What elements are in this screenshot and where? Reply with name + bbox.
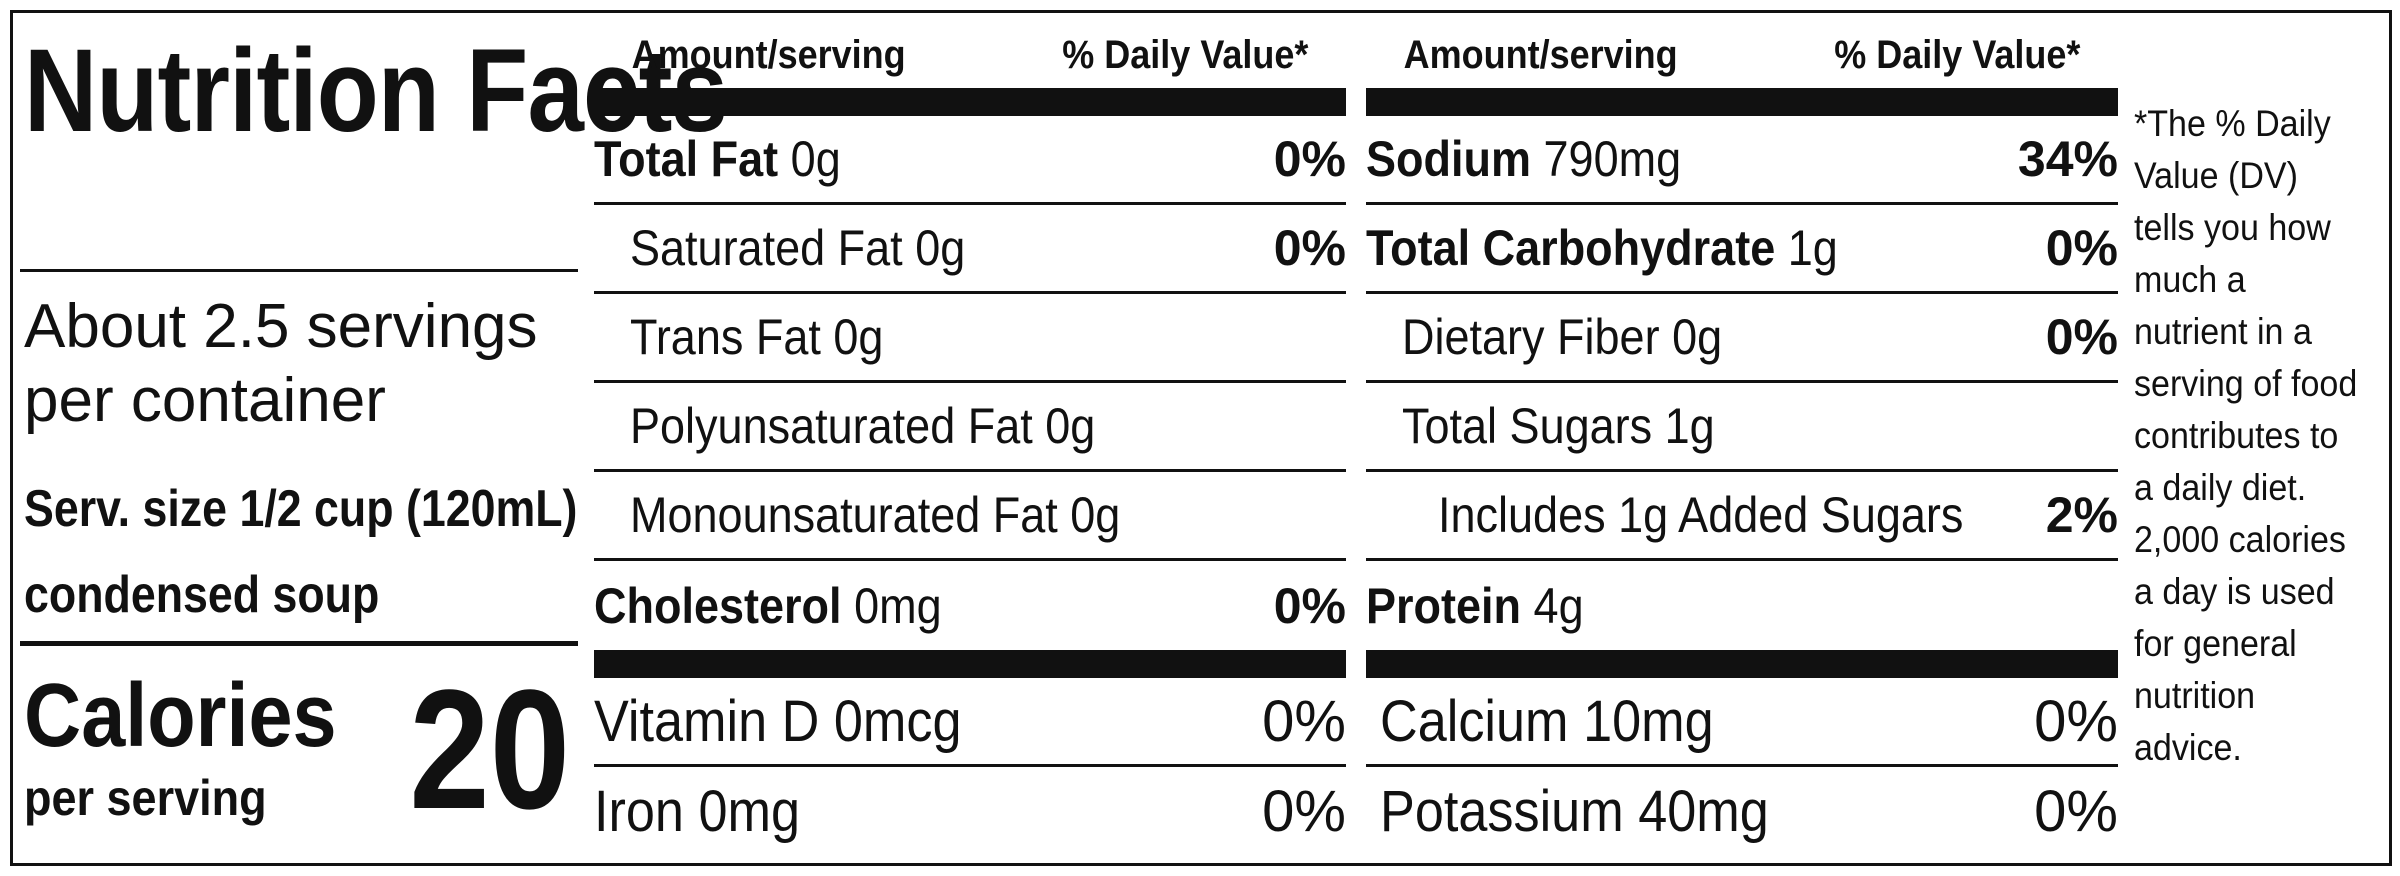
servings-line: per container <box>24 366 386 435</box>
nutrient-amount: 0g <box>1672 309 1723 365</box>
header-amount: Amount/serving <box>631 32 906 77</box>
nutrient-row: Includes 1g Added Sugars 2% <box>1366 472 2118 561</box>
nutrient-column: Amount/serving % Daily Value* Total Fat 0… <box>594 22 1346 856</box>
nutrient-column: Amount/serving % Daily Value* Sodium 790m… <box>1366 22 2118 856</box>
nutrient-amount: 0g <box>1045 398 1096 454</box>
servings-line: About 2.5 servings <box>24 292 538 361</box>
nutrient-amount: 1g <box>1787 220 1838 276</box>
nutrient-row: Sodium 790mg 34% <box>1366 116 2118 205</box>
vitamin-row: Iron 0mg 0% <box>594 767 1346 856</box>
thick-bar <box>1366 650 2118 678</box>
calories-label: Calories <box>24 666 337 766</box>
label-frame <box>10 10 2392 866</box>
nutrient-dv: 0% <box>2045 220 2118 276</box>
column-header: Amount/serving % Daily Value* <box>1404 22 2081 88</box>
nutrient-amount: 0mg <box>854 577 942 634</box>
nutrient-dv: 0% <box>1273 577 1346 634</box>
nutrient-name: Saturated Fat <box>630 220 903 276</box>
nutrient-dv: 0% <box>2045 309 2118 365</box>
nutrient-name: Sodium <box>1366 131 1531 187</box>
calories-sublabel: per serving <box>24 770 267 826</box>
header-dv: % Daily Value* <box>1834 32 2081 77</box>
servings: About 2.5 servings per container <box>24 290 538 438</box>
nutrient-amount: 4g <box>1533 577 1584 634</box>
nutrient-name: Includes 1g Added Sugars <box>1438 487 1964 543</box>
serving-size: Serv. size 1/2 cup (120mL) condensed sou… <box>24 466 577 638</box>
nutrient-amount: 0g <box>833 309 884 365</box>
nutrient-dv: 2% <box>2045 487 2118 543</box>
vitamin-dv: 0% <box>2034 688 2118 754</box>
nutrient-dv: 0% <box>1273 131 1346 187</box>
footnote: *The % Daily Value (DV) tells you how mu… <box>2134 103 2358 768</box>
nutrient-row: Monounsaturated Fat 0g <box>594 472 1346 561</box>
thick-bar <box>594 88 1346 116</box>
vitamin-row: Vitamin D 0mcg 0% <box>594 678 1346 767</box>
vitamin-name: Calcium <box>1380 688 1569 754</box>
nutrient-row: Total Sugars 1g <box>1366 383 2118 472</box>
nutrient-row: Trans Fat 0g <box>594 294 1346 383</box>
nutrient-name: Protein <box>1366 577 1522 634</box>
nutrient-amount: 1g <box>1664 398 1715 454</box>
vitamin-amount: 40mg <box>1638 779 1769 844</box>
nutrient-name: Cholesterol <box>594 577 842 634</box>
thick-bar <box>1366 88 2118 116</box>
vitamin-row: Potassium 40mg 0% <box>1366 767 2118 856</box>
vitamin-amount: 0mg <box>698 779 801 844</box>
nutrient-amount: 790mg <box>1543 131 1682 187</box>
serving-size-line: Serv. size 1/2 cup (120mL) <box>24 480 578 538</box>
nutrient-name: Total Fat <box>594 131 779 187</box>
vitamin-name: Iron <box>594 779 684 844</box>
nutrient-row: Polyunsaturated Fat 0g <box>594 383 1346 472</box>
nutrient-amount: 0g <box>1070 487 1121 543</box>
vitamin-dv: 0% <box>1262 688 1346 754</box>
nutrient-row: Saturated Fat 0g 0% <box>594 205 1346 294</box>
nutrient-amount: 0g <box>915 220 966 276</box>
divider <box>20 269 578 272</box>
nutrient-name: Total Sugars <box>1402 398 1653 454</box>
vitamin-amount: 10mg <box>1583 688 1714 754</box>
nutrient-name: Monounsaturated Fat <box>630 487 1058 543</box>
nutrient-dv: 0% <box>1273 220 1346 276</box>
nutrient-amount: 0g <box>790 131 841 187</box>
nutrient-name: Polyunsaturated Fat <box>630 398 1033 454</box>
serving-size-line: condensed soup <box>24 566 380 624</box>
thick-bar <box>594 650 1346 678</box>
vitamin-name: Potassium <box>1380 779 1624 844</box>
column-header: Amount/serving % Daily Value* <box>632 22 1309 88</box>
nutrient-name: Dietary Fiber <box>1402 309 1660 365</box>
calories-value: 20 <box>409 655 570 845</box>
nutrient-row: Total Carbohydrate 1g 0% <box>1366 205 2118 294</box>
nutrient-row: Cholesterol 0mg 0% <box>594 561 1346 650</box>
header-dv: % Daily Value* <box>1062 32 1309 77</box>
nutrient-name: Trans Fat <box>630 309 821 365</box>
divider <box>20 641 578 646</box>
vitamin-amount: 0mcg <box>833 688 962 754</box>
nutrient-name: Total Carbohydrate <box>1366 220 1776 276</box>
nutrient-row: Protein 4g <box>1366 561 2118 650</box>
vitamin-row: Calcium 10mg 0% <box>1366 678 2118 767</box>
vitamin-dv: 0% <box>1262 779 1346 844</box>
nutrient-dv: 34% <box>2017 131 2118 187</box>
vitamin-name: Vitamin D <box>594 688 820 754</box>
header-amount: Amount/serving <box>1403 32 1678 77</box>
nutrient-row: Dietary Fiber 0g 0% <box>1366 294 2118 383</box>
vitamin-dv: 0% <box>2034 779 2118 844</box>
nutrient-row: Total Fat 0g 0% <box>594 116 1346 205</box>
